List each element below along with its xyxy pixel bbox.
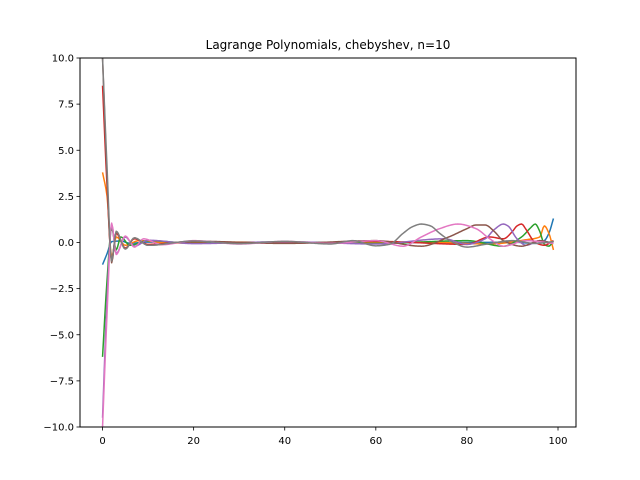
plot-frame <box>79 57 577 428</box>
x-tick-label: 100 <box>548 436 567 447</box>
x-tick-label: 20 <box>187 436 200 447</box>
y-tick-label: 5.0 <box>58 146 74 157</box>
y-tick-label: −10.0 <box>43 423 74 434</box>
y-axis-ticks: −10.0 −7.5 −5.0 −2.5 0.0 2.5 5.0 7.5 10.0 <box>43 54 80 434</box>
x-tick-label: 60 <box>369 436 382 447</box>
x-tick-label: 40 <box>278 436 291 447</box>
y-tick-label: −2.5 <box>50 284 74 295</box>
chart-title: Lagrange Polynomials, chebyshev, n=10 <box>206 38 451 52</box>
x-axis-ticks: 0 20 40 60 80 100 <box>99 427 568 447</box>
y-tick-label: −5.0 <box>50 330 74 341</box>
x-tick-label: 0 <box>99 436 105 447</box>
x-tick-label: 80 <box>461 436 474 447</box>
series-layer <box>101 58 555 427</box>
y-tick-label: 7.5 <box>58 100 74 111</box>
y-tick-label: −7.5 <box>50 376 74 387</box>
y-tick-label: 2.5 <box>58 192 74 203</box>
series-line-8 <box>101 58 554 262</box>
y-tick-label: 0.0 <box>58 238 74 249</box>
y-tick-label: 10.0 <box>52 54 74 65</box>
